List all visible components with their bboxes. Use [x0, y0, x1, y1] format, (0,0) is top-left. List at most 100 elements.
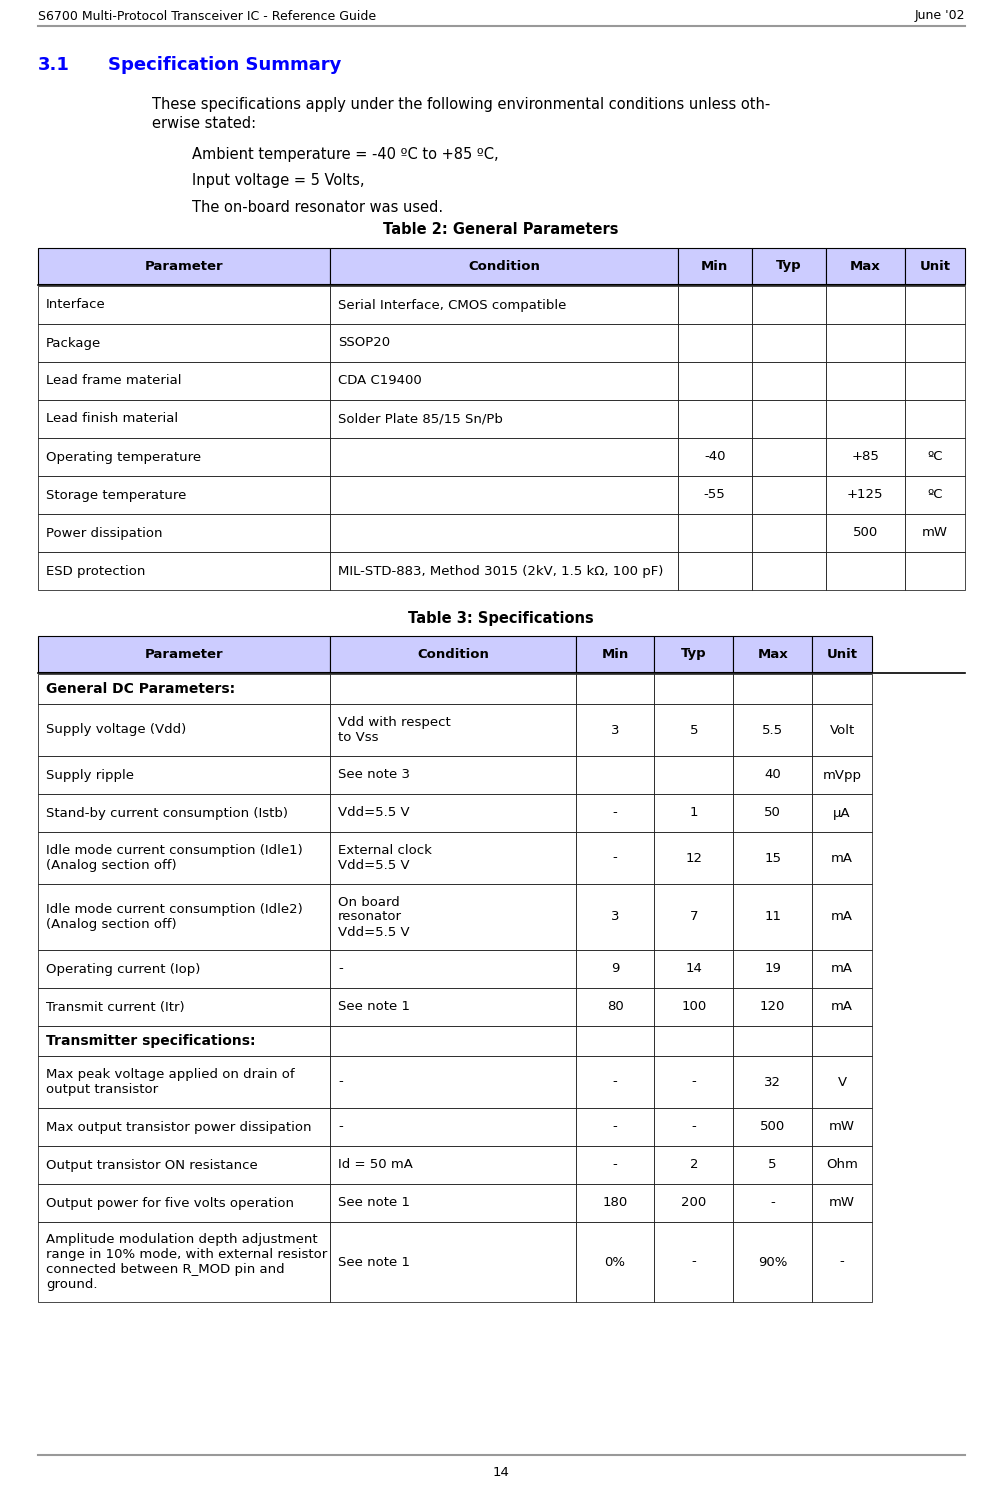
- Bar: [732, 832, 812, 884]
- Bar: [812, 1025, 872, 1057]
- Bar: [732, 794, 812, 832]
- Bar: [752, 514, 825, 551]
- Text: mA: mA: [831, 911, 853, 923]
- Text: Table 2: General Parameters: Table 2: General Parameters: [383, 223, 618, 238]
- Text: 120: 120: [760, 1000, 785, 1013]
- Bar: [677, 438, 752, 476]
- Text: mW: mW: [829, 1196, 855, 1210]
- Text: Supply ripple: Supply ripple: [46, 768, 134, 782]
- Text: Power dissipation: Power dissipation: [46, 526, 162, 539]
- Bar: [825, 551, 904, 590]
- Text: mW: mW: [921, 526, 947, 539]
- Bar: [38, 1221, 330, 1302]
- Bar: [752, 438, 825, 476]
- Text: CDA C19400: CDA C19400: [338, 374, 421, 388]
- Text: Supply voltage (Vdd): Supply voltage (Vdd): [46, 724, 186, 737]
- Bar: [330, 1184, 575, 1221]
- Text: Idle mode current consumption (Idle2): Idle mode current consumption (Idle2): [46, 903, 303, 915]
- Bar: [825, 248, 904, 284]
- Bar: [653, 1057, 732, 1109]
- Bar: [812, 988, 872, 1025]
- Bar: [732, 1025, 812, 1057]
- Text: 9: 9: [610, 963, 618, 975]
- Text: 3: 3: [610, 724, 618, 737]
- Bar: [812, 1221, 872, 1302]
- Bar: [330, 438, 677, 476]
- Text: Storage temperature: Storage temperature: [46, 489, 186, 501]
- Bar: [732, 1109, 812, 1146]
- Bar: [38, 884, 330, 950]
- Bar: [653, 675, 732, 704]
- Bar: [575, 988, 653, 1025]
- Bar: [330, 1221, 575, 1302]
- Bar: [677, 248, 752, 284]
- Text: mW: mW: [829, 1120, 855, 1134]
- Bar: [575, 675, 653, 704]
- Bar: [812, 832, 872, 884]
- Bar: [752, 363, 825, 400]
- Bar: [38, 1109, 330, 1146]
- Bar: [330, 1057, 575, 1109]
- Bar: [752, 476, 825, 514]
- Bar: [732, 704, 812, 756]
- Text: 80: 80: [606, 1000, 623, 1013]
- Bar: [330, 704, 575, 756]
- Text: Lead frame material: Lead frame material: [46, 374, 181, 388]
- Bar: [677, 400, 752, 438]
- Text: resonator: resonator: [338, 911, 402, 923]
- Text: -: -: [690, 1256, 695, 1269]
- Text: Solder Plate 85/15 Sn/Pb: Solder Plate 85/15 Sn/Pb: [338, 413, 502, 425]
- Bar: [330, 324, 677, 363]
- Text: -40: -40: [703, 450, 724, 464]
- Text: See note 1: See note 1: [338, 1000, 410, 1013]
- Bar: [38, 285, 330, 324]
- Text: 180: 180: [602, 1196, 627, 1210]
- Bar: [752, 400, 825, 438]
- Bar: [677, 551, 752, 590]
- Bar: [904, 400, 964, 438]
- Text: Max: Max: [757, 648, 788, 660]
- Bar: [330, 832, 575, 884]
- Bar: [38, 363, 330, 400]
- Bar: [812, 1109, 872, 1146]
- Bar: [575, 756, 653, 794]
- Text: 19: 19: [764, 963, 781, 975]
- Text: See note 1: See note 1: [338, 1196, 410, 1210]
- Text: Idle mode current consumption (Idle1): Idle mode current consumption (Idle1): [46, 844, 303, 857]
- Text: -: -: [338, 1076, 343, 1089]
- Bar: [330, 248, 677, 284]
- Text: The on-board resonator was used.: The on-board resonator was used.: [191, 199, 443, 214]
- Text: 12: 12: [684, 851, 701, 865]
- Text: Min: Min: [601, 648, 628, 660]
- Bar: [575, 1184, 653, 1221]
- Bar: [575, 1146, 653, 1184]
- Text: Vdd=5.5 V: Vdd=5.5 V: [338, 859, 409, 872]
- Text: Max output transistor power dissipation: Max output transistor power dissipation: [46, 1120, 312, 1134]
- Bar: [732, 1221, 812, 1302]
- Text: S6700 Multi-Protocol Transceiver IC - Reference Guide: S6700 Multi-Protocol Transceiver IC - Re…: [38, 9, 376, 22]
- Text: -: -: [338, 963, 343, 975]
- Bar: [38, 400, 330, 438]
- Bar: [904, 324, 964, 363]
- Bar: [38, 1025, 330, 1057]
- Bar: [653, 1184, 732, 1221]
- Text: MIL-STD-883, Method 3015 (2kV, 1.5 kΩ, 100 pF): MIL-STD-883, Method 3015 (2kV, 1.5 kΩ, 1…: [338, 565, 662, 578]
- Bar: [653, 832, 732, 884]
- Text: -: -: [690, 1076, 695, 1089]
- Text: Operating temperature: Operating temperature: [46, 450, 201, 464]
- Bar: [38, 1057, 330, 1109]
- Bar: [812, 636, 872, 672]
- Text: Id = 50 mA: Id = 50 mA: [338, 1159, 413, 1171]
- Bar: [732, 1057, 812, 1109]
- Text: Package: Package: [46, 336, 101, 349]
- Text: -: -: [612, 807, 617, 819]
- Text: Unit: Unit: [826, 648, 857, 660]
- Text: 7: 7: [689, 911, 697, 923]
- Bar: [825, 476, 904, 514]
- Text: External clock: External clock: [338, 844, 432, 857]
- Bar: [330, 756, 575, 794]
- Bar: [38, 950, 330, 988]
- Text: 100: 100: [680, 1000, 705, 1013]
- Text: Unit: Unit: [919, 260, 950, 272]
- Bar: [732, 1184, 812, 1221]
